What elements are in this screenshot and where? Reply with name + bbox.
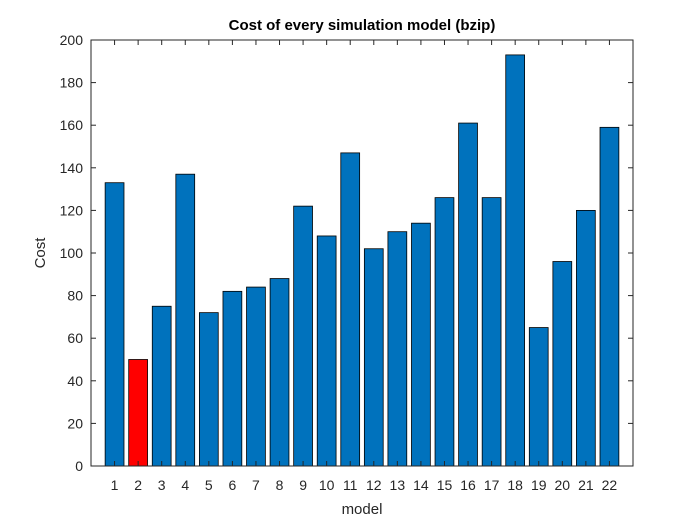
- bar-model-2: [128, 359, 148, 467]
- bar-model-16: [458, 122, 478, 467]
- bar-model-3: [151, 305, 172, 467]
- x-tick-label: 6: [228, 477, 236, 493]
- x-tick-label: 2: [134, 477, 142, 493]
- x-tick-label: 13: [390, 477, 406, 493]
- x-tick-label: 4: [181, 477, 189, 493]
- bar-model-8: [269, 278, 290, 467]
- bar-model-22: [599, 126, 620, 467]
- bar-model-1: [104, 182, 125, 467]
- x-tick-label: 17: [484, 477, 500, 493]
- y-tick-label: 180: [60, 75, 84, 91]
- bars-group: [104, 54, 620, 467]
- x-tick-label: 22: [602, 477, 618, 493]
- chart-title: Cost of every simulation model (bzip): [229, 17, 496, 34]
- bar-model-15: [434, 197, 455, 467]
- bar-model-17: [481, 197, 502, 467]
- x-tick-label: 10: [319, 477, 335, 493]
- x-tick-label: 15: [437, 477, 453, 493]
- x-tick-label: 3: [158, 477, 166, 493]
- bar-model-12: [363, 248, 384, 467]
- x-tick-label: 18: [507, 477, 523, 493]
- bar-model-5: [198, 312, 219, 467]
- x-axis-label: model: [342, 501, 383, 518]
- y-tick-label: 140: [60, 160, 84, 176]
- x-tick-label: 11: [343, 477, 358, 493]
- x-tick-label: 9: [299, 477, 307, 493]
- bar-model-11: [340, 152, 361, 467]
- x-tick-label: 8: [276, 477, 284, 493]
- y-axis-ticks: 0 20 40 60 80 100 120 140 160 180 200: [60, 32, 633, 474]
- x-tick-label: 14: [413, 477, 429, 493]
- x-tick-label: 12: [366, 477, 382, 493]
- y-tick-label: 60: [67, 330, 83, 346]
- x-tick-label: 20: [555, 477, 571, 493]
- bar-model-13: [387, 231, 408, 467]
- x-tick-label: 5: [205, 477, 213, 493]
- bar-model-7: [246, 286, 266, 467]
- bar-model-18: [505, 54, 526, 467]
- bar-model-6: [222, 290, 243, 467]
- x-tick-label: 21: [578, 477, 594, 493]
- y-tick-label: 80: [67, 288, 83, 304]
- y-tick-label: 100: [60, 245, 84, 261]
- bar-model-19: [528, 327, 549, 467]
- x-axis-ticks: 1 2 3 4 5 6 7 8 9 10 11 12 13 14 15 16 17 18 19 20 21 22: [111, 40, 618, 493]
- y-tick-label: 160: [60, 117, 84, 133]
- bar-model-20: [552, 261, 573, 467]
- bar-model-10: [316, 235, 337, 467]
- plot-area-frame: [90, 39, 634, 467]
- bar-model-21: [576, 209, 596, 467]
- x-tick-label: 1: [111, 477, 119, 493]
- y-axis-label: Cost: [32, 237, 49, 269]
- x-tick-label: 16: [460, 477, 476, 493]
- bar-model-14: [411, 222, 431, 467]
- bar-model-9: [293, 205, 313, 467]
- bar-model-4: [175, 173, 196, 467]
- y-tick-label: 200: [60, 32, 84, 48]
- y-tick-label: 20: [67, 415, 83, 431]
- x-tick-label: 7: [252, 477, 260, 493]
- y-tick-label: 0: [75, 458, 83, 474]
- y-tick-label: 40: [67, 373, 83, 389]
- y-tick-label: 120: [60, 202, 84, 218]
- x-tick-label: 19: [531, 477, 547, 493]
